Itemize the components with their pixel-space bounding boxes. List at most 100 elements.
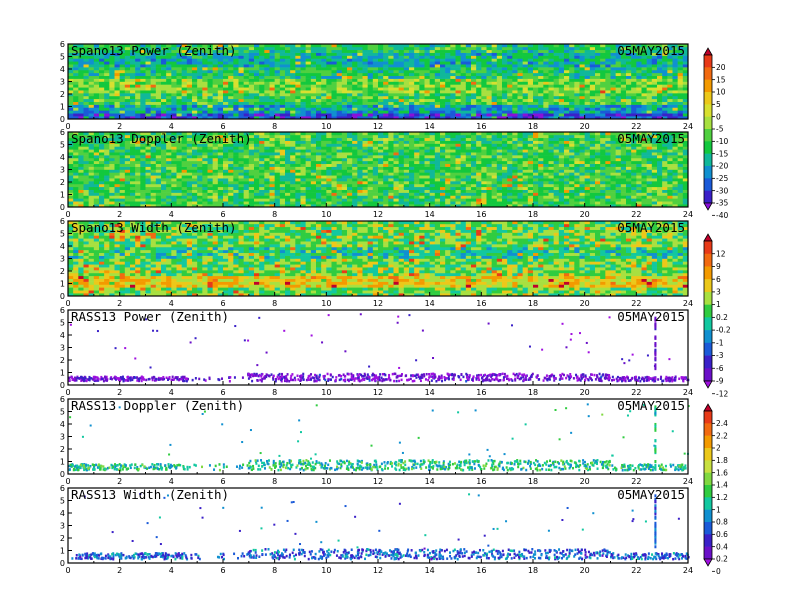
cell (326, 201, 332, 205)
cell (145, 72, 151, 77)
cell (264, 175, 270, 179)
cell (290, 155, 296, 159)
cell (502, 116, 508, 120)
cell (341, 98, 348, 102)
cell (357, 49, 363, 53)
cell (440, 116, 446, 120)
cell (310, 116, 317, 120)
cell (217, 178, 224, 182)
cell (274, 189, 281, 193)
cell (73, 178, 79, 182)
cell (124, 166, 131, 170)
cell (558, 98, 565, 102)
cell (104, 46, 110, 51)
cell (414, 163, 420, 167)
cell (223, 183, 229, 188)
cell (223, 44, 229, 48)
cell (238, 61, 244, 65)
cell (326, 166, 332, 170)
cell (228, 201, 234, 205)
cell (207, 107, 213, 111)
cell (512, 72, 518, 77)
cell (197, 78, 203, 82)
cell (83, 175, 89, 179)
cell (378, 181, 384, 185)
cell (657, 113, 663, 117)
cell (341, 75, 348, 79)
cell (657, 101, 663, 105)
cell (403, 178, 410, 182)
cell (564, 95, 570, 100)
cell (424, 198, 430, 202)
cell (285, 69, 291, 74)
cell (352, 152, 358, 156)
cell (238, 78, 244, 82)
cell (383, 49, 389, 53)
cell (202, 198, 208, 202)
cell (155, 78, 162, 82)
cell (367, 90, 374, 94)
cell (119, 163, 126, 167)
cell (465, 107, 472, 111)
cell (336, 198, 343, 202)
cell (398, 155, 405, 159)
cell (636, 44, 642, 48)
cell (166, 110, 172, 114)
cell (600, 113, 606, 117)
cell (124, 186, 131, 190)
cell (145, 104, 151, 108)
cell (662, 72, 668, 77)
cell (202, 101, 208, 105)
cell (269, 44, 275, 48)
cell (93, 132, 100, 136)
cell (326, 69, 332, 74)
cell (119, 78, 126, 82)
cell (502, 101, 508, 105)
cell (357, 52, 363, 56)
cell (68, 61, 74, 65)
cell (595, 107, 601, 111)
cell (243, 84, 250, 88)
cell (331, 52, 337, 56)
cell (73, 64, 79, 68)
cell (409, 44, 415, 48)
cell (290, 169, 296, 173)
cell (243, 64, 250, 68)
cell (569, 44, 575, 48)
cell (145, 192, 151, 196)
cell (450, 58, 456, 62)
cell (533, 72, 539, 77)
cell (409, 61, 415, 65)
cell (383, 110, 389, 114)
cell (383, 52, 389, 56)
cell (584, 46, 591, 51)
cell (424, 204, 430, 208)
cell (481, 78, 487, 82)
cell (228, 107, 234, 111)
cell (155, 157, 162, 162)
cell (517, 113, 523, 117)
cell (243, 93, 250, 97)
cell (393, 75, 399, 79)
cell (181, 64, 188, 68)
cell (341, 152, 348, 156)
cell (155, 87, 162, 91)
cell (93, 169, 100, 173)
cell (99, 75, 105, 79)
cell (192, 116, 198, 120)
cell (419, 113, 425, 117)
cell (600, 55, 606, 59)
cell (248, 78, 255, 82)
cell (202, 113, 208, 117)
cell (367, 134, 374, 139)
cell (197, 81, 203, 85)
cell (450, 44, 456, 48)
cell (579, 116, 585, 120)
cell (186, 101, 193, 105)
cell (615, 64, 622, 68)
cell (569, 49, 575, 53)
cell (419, 75, 425, 79)
cell (279, 98, 286, 102)
cell (367, 101, 374, 105)
cell (254, 140, 260, 144)
